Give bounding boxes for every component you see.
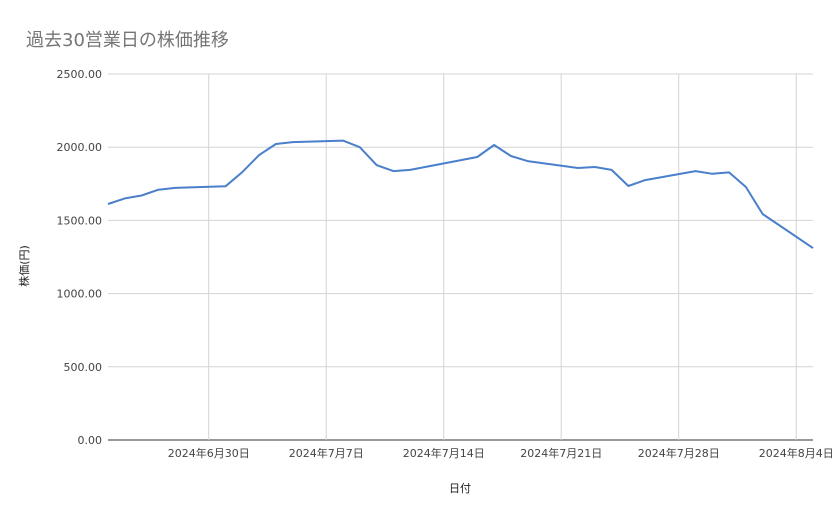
x-axis-label: 日付 xyxy=(449,482,471,495)
y-tick-label: 1000.00 xyxy=(57,288,103,301)
y-tick-label: 0.00 xyxy=(78,434,103,447)
x-tick-label: 2024年7月28日 xyxy=(638,446,720,460)
x-tick-label: 2024年7月21日 xyxy=(520,446,602,460)
y-tick-label: 2000.00 xyxy=(57,141,103,154)
x-tick-label: 2024年7月7日 xyxy=(289,446,364,460)
x-tick-label: 2024年6月30日 xyxy=(168,446,250,460)
y-tick-label: 500.00 xyxy=(64,361,103,374)
chart-title: 過去30営業日の株価推移 xyxy=(26,30,229,51)
series-line xyxy=(107,139,814,249)
y-tick-label: 2500.00 xyxy=(57,68,103,81)
x-tick-label: 2024年8月4日 xyxy=(759,446,834,460)
x-tick-label: 2024年7月14日 xyxy=(403,446,485,460)
y-tick-label: 1500.00 xyxy=(57,214,103,227)
